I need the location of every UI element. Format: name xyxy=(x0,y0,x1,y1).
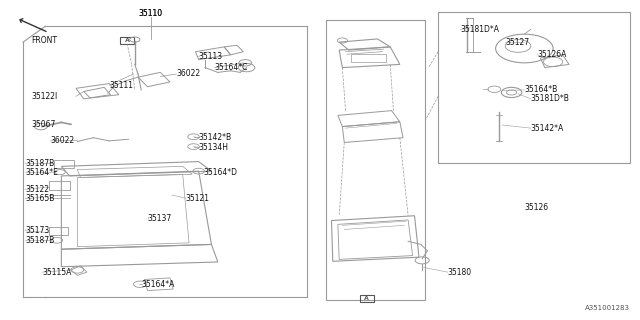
Bar xyxy=(360,295,374,302)
Text: 35173: 35173 xyxy=(25,226,49,235)
Bar xyxy=(351,54,386,62)
Text: 35142*B: 35142*B xyxy=(198,133,232,142)
Text: 35187B: 35187B xyxy=(25,236,54,245)
Bar xyxy=(120,37,134,44)
Text: 35127: 35127 xyxy=(505,38,529,47)
Text: 35121: 35121 xyxy=(186,194,210,203)
Text: 35122: 35122 xyxy=(25,185,49,194)
Bar xyxy=(438,12,630,163)
Text: 35067: 35067 xyxy=(31,120,56,130)
Text: 36022: 36022 xyxy=(176,69,200,78)
Text: 35134H: 35134H xyxy=(198,143,228,152)
Text: 35181D*B: 35181D*B xyxy=(531,94,570,103)
Text: 36022: 36022 xyxy=(51,136,75,145)
Bar xyxy=(54,160,74,168)
Text: 35164*D: 35164*D xyxy=(204,168,238,177)
Bar xyxy=(49,181,70,190)
Text: 35111: 35111 xyxy=(109,81,133,90)
Text: 35164*C: 35164*C xyxy=(214,63,248,72)
Text: 35122I: 35122I xyxy=(31,92,58,101)
Text: 35180: 35180 xyxy=(448,268,472,277)
Text: 35110: 35110 xyxy=(139,9,163,18)
Text: 35137: 35137 xyxy=(148,214,172,223)
Text: 35115A: 35115A xyxy=(42,268,72,277)
Text: 35165B: 35165B xyxy=(25,194,54,204)
Text: FRONT: FRONT xyxy=(31,36,58,45)
Text: A: A xyxy=(125,38,129,43)
Text: 35110: 35110 xyxy=(139,9,163,18)
Bar xyxy=(326,20,426,300)
Text: A: A xyxy=(364,296,369,301)
Text: 35126A: 35126A xyxy=(537,50,566,59)
Text: 35164*B: 35164*B xyxy=(524,85,557,94)
Text: 35181D*A: 35181D*A xyxy=(461,25,499,34)
Text: 35113: 35113 xyxy=(198,52,223,61)
Text: 35126: 35126 xyxy=(524,203,548,212)
Text: 35187B: 35187B xyxy=(25,159,54,168)
Bar xyxy=(49,227,68,235)
Text: 35142*A: 35142*A xyxy=(531,124,564,132)
Text: 35164*A: 35164*A xyxy=(141,280,175,289)
Text: 35164*E: 35164*E xyxy=(25,168,58,177)
Text: A351001283: A351001283 xyxy=(585,305,630,311)
